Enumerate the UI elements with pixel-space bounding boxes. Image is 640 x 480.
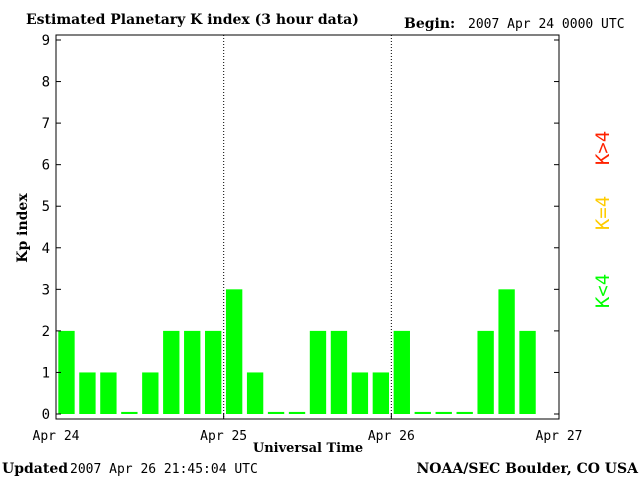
kp-bar bbox=[330, 330, 348, 414]
kp-bar bbox=[184, 330, 201, 414]
kp-bar bbox=[142, 372, 159, 414]
kp-bar bbox=[372, 372, 390, 414]
kp-bar bbox=[477, 330, 494, 414]
y-tick-label: 9 bbox=[42, 33, 50, 49]
x-tick-label: Apr 27 bbox=[536, 429, 583, 444]
kp-bar bbox=[393, 330, 410, 414]
x-tick-label: Apr 25 bbox=[200, 429, 247, 444]
bars bbox=[58, 289, 536, 414]
legend-k-greater-4: K>4 bbox=[592, 131, 614, 165]
y-tick-label: 5 bbox=[42, 199, 50, 215]
kp-bar bbox=[456, 411, 473, 414]
kp-bar bbox=[58, 330, 75, 414]
y-tick-label: 3 bbox=[42, 282, 50, 298]
plot-area bbox=[55, 34, 560, 420]
x-axis-label: Universal Time bbox=[253, 441, 363, 456]
kp-bar bbox=[163, 330, 180, 414]
y-tick-label: 2 bbox=[42, 324, 50, 340]
kp-bar bbox=[205, 330, 222, 414]
kp-bar bbox=[414, 411, 431, 414]
x-tick-label: Apr 24 bbox=[33, 429, 80, 444]
x-tick-label: Apr 26 bbox=[368, 429, 415, 444]
kp-bar bbox=[246, 372, 264, 414]
day-separators bbox=[223, 35, 392, 419]
y-tick-label: 8 bbox=[42, 75, 50, 91]
updated-value: 2007 Apr 26 21:45:04 UTC bbox=[70, 462, 258, 477]
kp-bar bbox=[100, 372, 117, 414]
y-tick-label: 4 bbox=[42, 241, 50, 257]
y-tick-label: 0 bbox=[42, 407, 50, 423]
legend-k-equals-4: K=4 bbox=[592, 196, 614, 230]
kp-bar bbox=[288, 411, 306, 414]
chart-title: Estimated Planetary K index (3 hour data… bbox=[26, 12, 359, 28]
begin-label: Begin: bbox=[404, 16, 455, 32]
x-axis-ticks: Apr 24 Apr 25 Apr 26 Apr 27 bbox=[33, 413, 583, 444]
kp-bar bbox=[351, 372, 369, 414]
kp-bar bbox=[309, 330, 327, 414]
kp-bar bbox=[435, 411, 452, 414]
y-tick-label: 7 bbox=[42, 116, 50, 132]
begin-value: 2007 Apr 24 0000 UTC bbox=[468, 17, 625, 32]
y-axis-ticks: 0 1 2 3 4 5 6 7 8 9 bbox=[42, 33, 559, 423]
kp-bar bbox=[225, 289, 243, 414]
kp-bar bbox=[267, 411, 285, 414]
y-tick-label: 1 bbox=[42, 365, 50, 381]
y-tick-label: 6 bbox=[42, 158, 50, 174]
updated-label: Updated bbox=[2, 461, 68, 477]
source-credit: NOAA/SEC Boulder, CO USA bbox=[417, 461, 640, 477]
legend-k-less-4: K<4 bbox=[592, 274, 614, 308]
kp-bar bbox=[121, 411, 138, 414]
kp-bar bbox=[498, 289, 515, 414]
kp-bar bbox=[519, 330, 536, 414]
y-axis-label: Kp index bbox=[15, 193, 31, 263]
legend: K>4 K=4 K<4 bbox=[592, 131, 614, 308]
kp-bar bbox=[79, 372, 96, 414]
